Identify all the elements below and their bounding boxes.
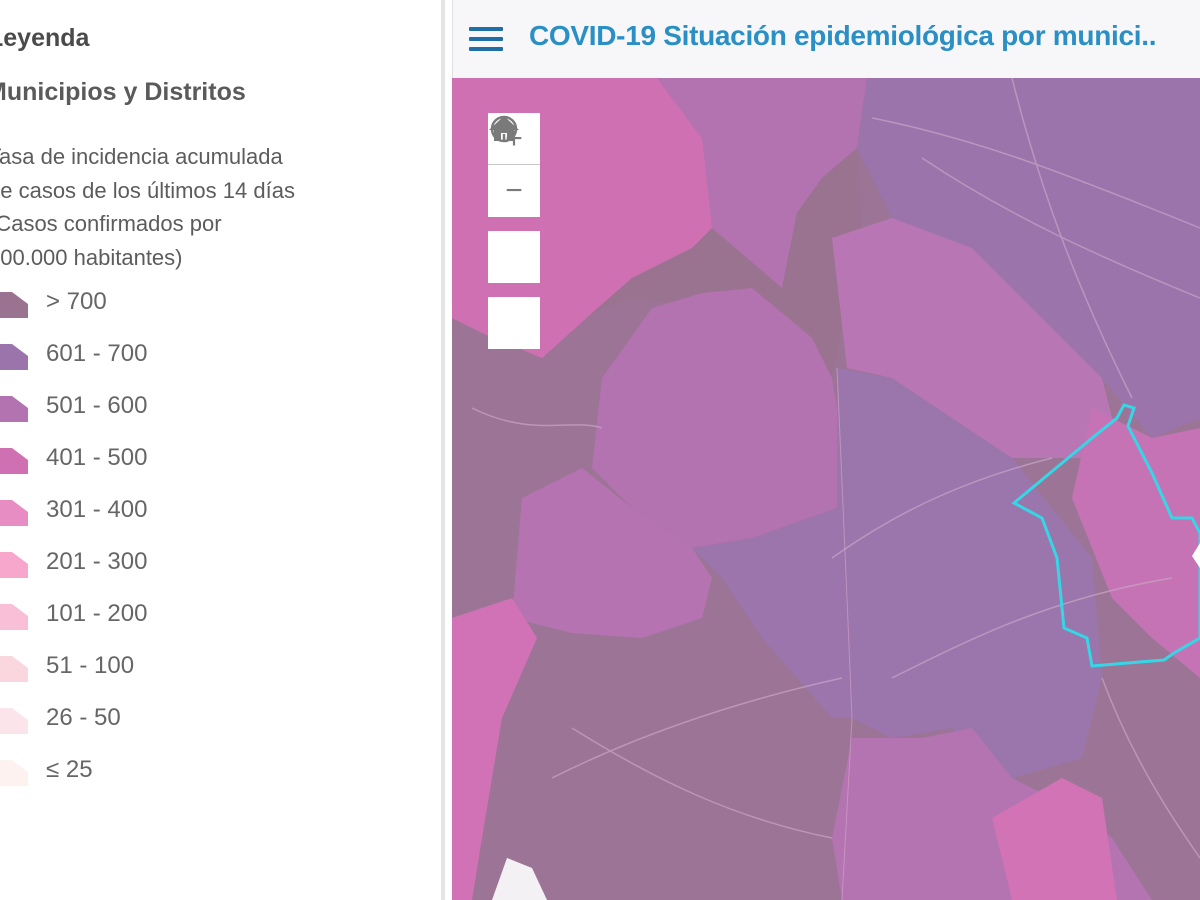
- legend-panel: Leyenda Municipios y Distritos Tasa de i…: [0, 0, 445, 900]
- legend-item: 501 - 600: [0, 386, 300, 438]
- legend-swatch: [0, 708, 28, 734]
- region: [992, 778, 1117, 900]
- region: [837, 368, 1102, 778]
- legend-item: 601 - 700: [0, 334, 300, 386]
- selected-municipality-outline: [1011, 403, 1200, 668]
- region: [1072, 408, 1200, 678]
- legend-label: 201 - 300: [46, 548, 148, 575]
- legend-item: 101 - 200: [0, 594, 300, 646]
- legend-swatch: [0, 604, 28, 630]
- legend-label: 401 - 500: [46, 444, 148, 471]
- legend-description: Tasa de incidencia acumulada de casos de…: [0, 144, 295, 270]
- legend-label: 26 - 50: [46, 704, 121, 731]
- legend-label: ≤ 25: [46, 756, 93, 783]
- home-button[interactable]: [488, 116, 540, 349]
- legend-item: 301 - 400: [0, 490, 300, 542]
- location-marker: [1192, 543, 1200, 568]
- legend-item: > 700: [0, 282, 300, 334]
- legend-classes: > 700 601 - 700 501 - 600 401 - 500 301 …: [0, 282, 300, 802]
- hamburger-menu-icon[interactable]: [469, 27, 503, 51]
- region: [657, 78, 867, 288]
- region: [592, 148, 862, 378]
- region: [452, 598, 537, 900]
- legend-swatch: [0, 292, 28, 318]
- region: [692, 508, 852, 718]
- locate-button[interactable]: [488, 115, 540, 283]
- legend-label: 301 - 400: [46, 496, 148, 523]
- legend-swatch: [0, 396, 28, 422]
- legend-swatch: [0, 656, 28, 682]
- legend-swatch: [0, 500, 28, 526]
- legend-swatch: [0, 760, 28, 786]
- legend-label: 101 - 200: [46, 600, 148, 627]
- home-icon: [489, 116, 519, 141]
- region: [832, 218, 1112, 458]
- page-title: COVID-19 Situación epidemiológica por mu…: [529, 20, 1157, 51]
- app-header: COVID-19 Situación epidemiológica por mu…: [452, 0, 1200, 78]
- region: [512, 468, 712, 638]
- region: [592, 288, 842, 548]
- zoom-out-button[interactable]: −: [488, 165, 540, 217]
- outside-area: [492, 858, 547, 900]
- legend-swatch: [0, 448, 28, 474]
- layer-title: Municipios y Distritos: [0, 78, 246, 106]
- legend-item: 51 - 100: [0, 646, 300, 698]
- choropleth-map[interactable]: + −: [452, 78, 1200, 900]
- legend-item: 201 - 300: [0, 542, 300, 594]
- map-controls: + −: [488, 113, 540, 349]
- legend-item: 401 - 500: [0, 438, 300, 490]
- legend-label: 601 - 700: [46, 340, 148, 367]
- map-regions: [452, 78, 1200, 900]
- legend-label: 501 - 600: [46, 392, 148, 419]
- legend-label: 51 - 100: [46, 652, 135, 679]
- legend-title: Leyenda: [0, 24, 90, 52]
- legend-swatch: [0, 344, 28, 370]
- region: [857, 78, 1200, 438]
- legend-label: > 700: [46, 288, 107, 315]
- legend-item: 26 - 50: [0, 698, 300, 750]
- legend-item: ≤ 25: [0, 750, 300, 802]
- legend-swatch: [0, 552, 28, 578]
